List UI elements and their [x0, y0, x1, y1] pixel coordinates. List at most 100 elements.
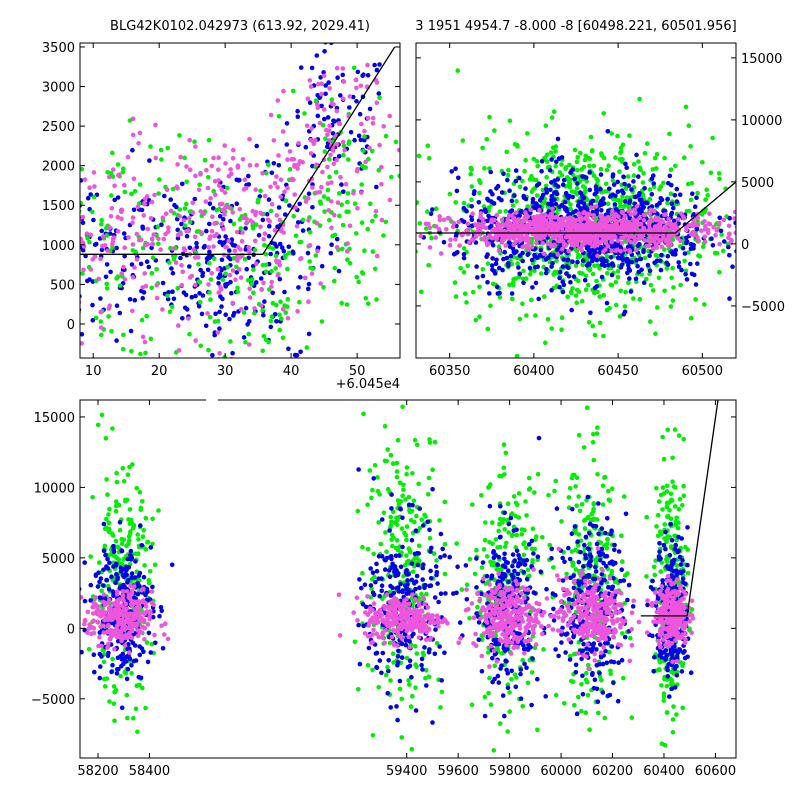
point-pink: [330, 148, 336, 153]
point-blue: [639, 201, 645, 207]
point-blue: [277, 276, 283, 282]
point-green: [118, 673, 123, 679]
point-blue: [575, 259, 580, 265]
point-green: [354, 274, 360, 280]
point-blue: [599, 262, 605, 268]
point-pink: [457, 243, 462, 248]
point-blue: [247, 319, 252, 324]
point-green: [584, 179, 589, 184]
point-pink: [706, 221, 711, 226]
point-blue: [461, 255, 467, 261]
point-blue: [607, 186, 612, 191]
point-blue: [336, 268, 342, 274]
point-blue: [469, 217, 475, 222]
point-green: [590, 440, 596, 445]
point-pink: [187, 167, 193, 173]
point-green: [523, 276, 529, 281]
point-green: [212, 319, 218, 324]
point-green: [623, 289, 628, 295]
point-pink: [532, 221, 538, 227]
point-pink: [340, 66, 346, 71]
point-green: [155, 224, 161, 229]
point-blue: [530, 285, 535, 290]
point-pink: [278, 177, 284, 182]
point-green: [544, 159, 550, 164]
point-green: [365, 226, 371, 232]
point-green: [363, 165, 369, 170]
point-pink: [142, 200, 147, 206]
point-blue: [635, 243, 641, 249]
point-pink: [578, 215, 584, 220]
point-pink: [574, 217, 579, 223]
point-green: [389, 519, 394, 525]
point-pink: [437, 214, 443, 219]
point-green: [326, 156, 332, 162]
point-pink: [629, 234, 634, 239]
point-green: [702, 302, 707, 307]
point-green: [502, 527, 508, 532]
point-green: [198, 343, 203, 349]
point-pink: [247, 295, 253, 300]
point-green: [374, 297, 379, 302]
point-pink: [599, 222, 604, 227]
point-pink: [228, 167, 233, 172]
point-green: [538, 271, 544, 276]
point-green: [102, 543, 108, 549]
point-green: [383, 530, 388, 535]
point-blue: [253, 280, 259, 285]
point-green: [596, 710, 601, 716]
point-pink: [465, 221, 471, 226]
point-green: [485, 261, 491, 266]
point-blue: [227, 248, 232, 253]
point-pink: [555, 238, 561, 244]
point-pink: [597, 240, 603, 245]
point-green: [262, 242, 267, 248]
point-blue: [376, 91, 382, 96]
point-green: [85, 236, 90, 241]
point-pink: [116, 172, 122, 177]
point-green: [123, 498, 128, 504]
point-green: [341, 152, 346, 158]
point-green: [121, 478, 127, 484]
point-green: [391, 535, 396, 541]
point-green: [588, 134, 594, 140]
point-pink: [334, 65, 340, 71]
point-green: [650, 167, 655, 172]
point-green: [332, 278, 337, 284]
point-pink: [323, 127, 329, 133]
point-pink: [526, 224, 531, 230]
point-blue: [480, 273, 486, 279]
point-blue: [203, 323, 209, 329]
point-green: [599, 677, 604, 683]
point-green: [345, 257, 350, 263]
point-green: [696, 253, 701, 258]
point-blue: [428, 211, 434, 217]
point-green: [527, 177, 533, 182]
point-blue: [493, 261, 499, 267]
point-pink: [633, 227, 639, 233]
point-pink: [204, 167, 209, 173]
point-blue: [449, 169, 455, 174]
point-green: [523, 545, 529, 550]
point-green: [394, 469, 400, 474]
point-green: [495, 545, 500, 550]
point-blue: [674, 199, 680, 204]
point-green: [381, 510, 387, 516]
point-pink: [219, 221, 224, 227]
point-blue: [684, 235, 689, 241]
point-green: [492, 128, 497, 133]
point-pink: [216, 167, 221, 172]
point-green: [565, 294, 570, 300]
point-blue: [338, 93, 343, 98]
point-blue: [200, 273, 205, 279]
point-green: [662, 288, 667, 294]
point-green: [116, 557, 121, 562]
point-green: [384, 549, 389, 554]
point-green: [547, 542, 552, 548]
point-blue: [733, 220, 736, 226]
point-green: [710, 135, 715, 141]
point-pink: [141, 213, 146, 218]
point-blue: [649, 176, 655, 181]
point-green: [429, 235, 434, 241]
